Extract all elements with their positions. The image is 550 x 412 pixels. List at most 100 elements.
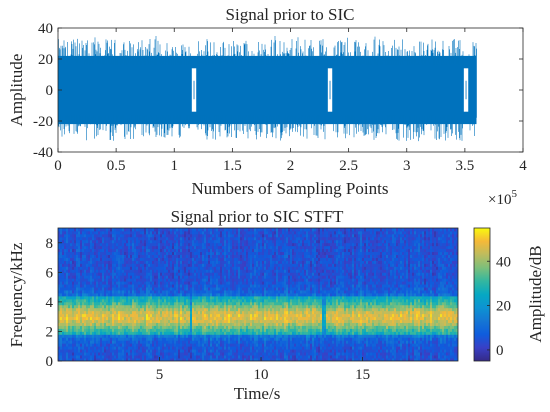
spectrogram-cell	[78, 230, 81, 235]
spectrogram-cell	[134, 281, 137, 285]
spectrogram-cell	[210, 278, 213, 282]
spectrogram-cell	[228, 349, 231, 353]
spectrogram-cell	[164, 242, 167, 247]
spectrogram-cell	[134, 228, 137, 232]
spectrogram-cell	[244, 228, 247, 232]
spectrogram-cell	[166, 358, 169, 361]
spectrogram-cell	[138, 245, 141, 250]
spectrogram-cell	[72, 343, 75, 347]
spectrogram-cell	[84, 295, 87, 300]
spectrogram-cell	[72, 322, 75, 326]
spectrogram-cell	[94, 293, 97, 297]
spectrogram-cell	[204, 310, 207, 315]
spectrogram-cell	[100, 313, 103, 318]
spectrogram-cell	[88, 316, 91, 321]
spectrogram-cell	[150, 251, 153, 255]
spectrogram-cell	[184, 257, 187, 261]
spectrogram-cell	[112, 257, 115, 261]
spectrogram-cell	[62, 307, 65, 312]
spectrogram-cell	[166, 313, 169, 318]
spectrogram-cell	[150, 337, 153, 341]
spectrogram-cell	[122, 251, 125, 255]
spectrogram-cell	[268, 358, 271, 361]
spectrogram-cell	[136, 343, 139, 347]
spectrogram-cell	[160, 304, 163, 309]
spectrogram-cell	[148, 310, 151, 315]
spectrogram-cell	[164, 331, 167, 335]
spectrogram-cell	[264, 239, 267, 244]
spectrogram-cell	[212, 293, 215, 297]
spectrogram-cell	[68, 304, 71, 309]
spectrogram-cell	[268, 313, 271, 318]
spectrogram-cell	[192, 349, 195, 353]
spectrogram-cell	[176, 275, 179, 279]
spectrogram-cell	[60, 295, 63, 300]
spectrogram-cell	[162, 295, 165, 300]
spectrogram-cell	[258, 355, 261, 359]
spectrogram-cell	[112, 284, 115, 288]
spectrogram-cell	[156, 230, 159, 235]
spectrogram-cell	[198, 287, 201, 291]
spectrogram-cell	[200, 287, 203, 291]
spectrogram-cell	[112, 325, 115, 329]
spectrogram-cell	[264, 313, 267, 318]
spectrogram-cell	[266, 293, 269, 297]
spectrogram-cell	[224, 230, 227, 235]
spectrogram-cell	[118, 313, 121, 318]
spectrogram-cell	[168, 340, 171, 344]
spectrogram-cell	[132, 239, 135, 244]
spectrogram-cell	[190, 358, 193, 361]
spectrogram-cell	[140, 328, 143, 332]
spectrogram-cell	[98, 254, 101, 258]
spectrogram-cell	[76, 257, 79, 261]
spectrogram-cell	[164, 301, 167, 306]
spectrogram-cell	[114, 245, 117, 250]
spectrogram-cell	[212, 245, 215, 250]
spectrogram-cell	[76, 272, 79, 276]
spectrogram-cell	[188, 325, 191, 329]
spectrogram-cell	[248, 257, 251, 261]
spectrogram-cell	[240, 334, 243, 338]
spectrogram-cell	[196, 352, 199, 356]
spectrogram-cell	[84, 233, 87, 238]
spectrogram-cell	[106, 293, 109, 297]
spectrogram-cell	[224, 248, 227, 253]
spectrogram-cell	[68, 319, 71, 323]
spectrogram-cell	[90, 266, 93, 270]
spectrogram-cell	[194, 337, 197, 341]
spectrogram-cell	[138, 313, 141, 318]
spectrogram-cell	[122, 266, 125, 270]
spectrogram-cell	[154, 343, 157, 347]
spectrogram-cell	[270, 355, 273, 359]
spectrogram-cell	[96, 322, 99, 326]
spectrogram-cell	[274, 272, 277, 276]
spectrogram-cell	[202, 275, 205, 279]
spectrogram-cell	[242, 269, 245, 273]
spectrogram-cell	[244, 269, 247, 273]
spectrogram-cell	[274, 230, 277, 235]
spectrogram-cell	[140, 266, 143, 270]
spectrogram-cell	[226, 275, 229, 279]
spectrogram-cell	[246, 278, 249, 282]
spectrogram-cell	[100, 228, 103, 232]
spectrogram-cell	[110, 355, 113, 359]
spectrogram-cell	[140, 355, 143, 359]
spectrogram-cell	[200, 328, 203, 332]
spectrogram-cell	[66, 254, 69, 258]
spectrogram-cell	[182, 242, 185, 247]
spectrogram-cell	[90, 328, 93, 332]
spectrogram-cell	[178, 331, 181, 335]
spectrogram-cell	[66, 269, 69, 273]
spectrogram-cell	[150, 293, 153, 297]
spectrogram-cell	[132, 328, 135, 332]
spectrogram-cell	[72, 248, 75, 253]
spectrogram-cell	[108, 316, 111, 321]
spectrogram-cell	[68, 355, 71, 359]
spectrogram-cell	[206, 295, 209, 300]
spectrogram-cell	[204, 290, 207, 294]
spectrogram-cell	[80, 316, 83, 321]
spectrogram-cell	[194, 343, 197, 347]
spectrogram-cell	[168, 251, 171, 255]
spectrogram-cell	[130, 328, 133, 332]
spectrogram-cell	[146, 278, 149, 282]
